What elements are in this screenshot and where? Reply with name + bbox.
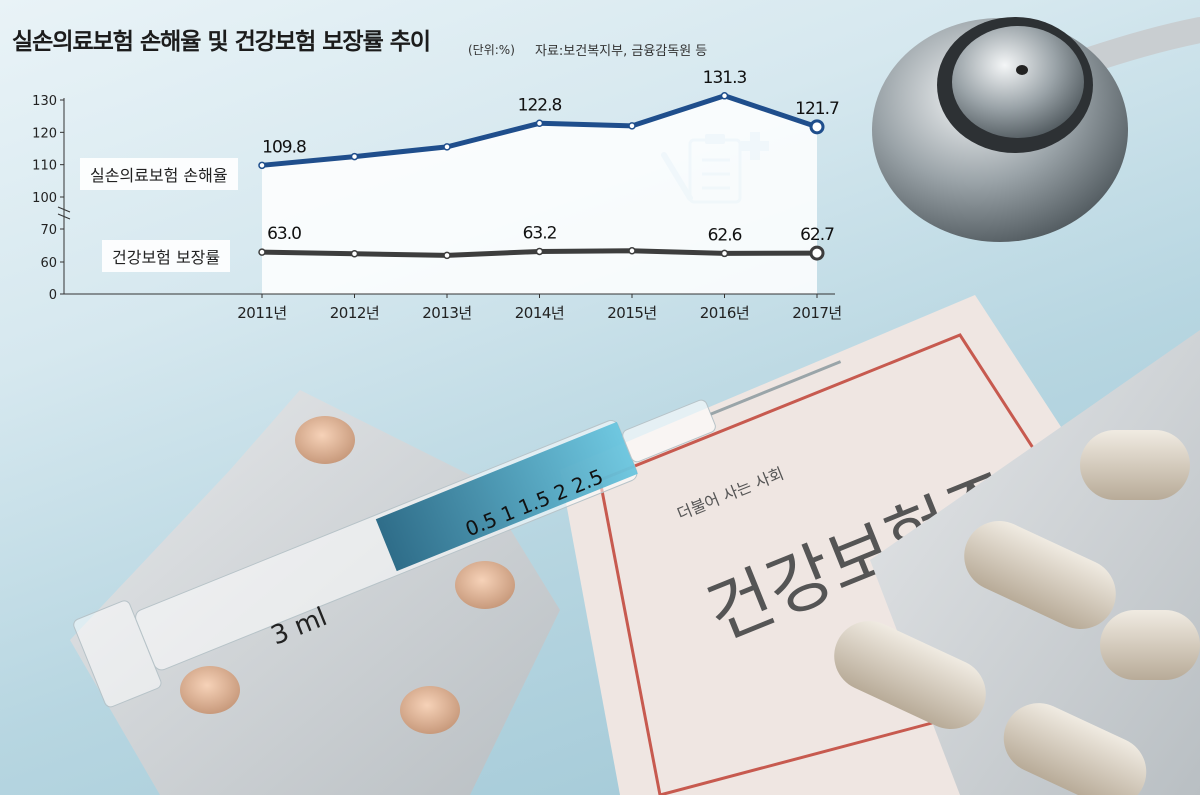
chart-title: 실손의료보험 손해율 및 건강보험 보장률 추이 (12, 29, 431, 55)
loss-ratio-data-label: 122.8 (518, 95, 562, 115)
y-tick-label: 60 (40, 256, 57, 271)
y-tick-label: 110 (32, 159, 57, 174)
x-tick-label: 2017년 (792, 304, 841, 322)
x-tick-label: 2012년 (330, 304, 379, 322)
loss-ratio-point (350, 152, 359, 161)
x-tick-label: 2014년 (515, 304, 564, 322)
y-tick-label: 100 (32, 191, 57, 206)
coverage-point (809, 245, 825, 261)
loss-ratio-point (535, 119, 544, 128)
x-tick-label: 2011년 (237, 304, 286, 322)
coverage-point (258, 248, 266, 256)
y-tick-label: 0 (49, 288, 57, 303)
coverage-data-label: 63.2 (523, 223, 557, 243)
coverage-data-label: 63.0 (267, 224, 301, 244)
stethoscope-image (872, 17, 1200, 242)
chart-fill-area (262, 95, 817, 295)
coverage-point (443, 251, 451, 260)
coverage-data-label: 62.7 (800, 225, 834, 245)
y-tick-label: 120 (32, 126, 57, 141)
coverage-point (350, 250, 359, 258)
loss-ratio-data-label: 121.7 (795, 99, 839, 119)
unit-label: (단위:%) (468, 43, 515, 57)
series-label-coverage: 건강보험 보장률 (102, 240, 231, 272)
y-tick-label: 70 (40, 223, 57, 238)
loss-ratio-point (443, 143, 451, 151)
coverage-data-label: 62.6 (708, 225, 742, 245)
series-label-loss-ratio: 실손의료보험 손해율 (80, 158, 238, 190)
y-tick-label: 130 (32, 94, 57, 109)
coverage-point (628, 247, 636, 255)
axis-break-mark (57, 206, 71, 220)
loss-ratio-data-label: 131.3 (703, 68, 747, 88)
loss-ratio-point (258, 161, 266, 170)
line-chart: 130 120 110 100 70 60 0 2011년 2012년 2013년 2014년 201… (32, 68, 842, 322)
coverage-point (535, 247, 544, 256)
x-tick-label: 2016년 (700, 304, 749, 322)
loss-ratio-data-label: 109.8 (262, 137, 306, 157)
loss-ratio-point (720, 92, 729, 100)
x-tick-label: 2013년 (422, 304, 471, 322)
coverage-point (720, 249, 729, 258)
source-label: 자료:보건복지부, 금융감독원 등 (535, 44, 708, 59)
capsule-blister-image (834, 330, 1200, 795)
x-tick-label: 2015년 (607, 304, 656, 322)
loss-ratio-point (809, 119, 825, 135)
loss-ratio-point (628, 122, 636, 130)
chart-panel: 실손의료보험 손해율 및 건강보험 보장률 추이 (단위:%) 자료:보건복지부… (0, 0, 1200, 340)
